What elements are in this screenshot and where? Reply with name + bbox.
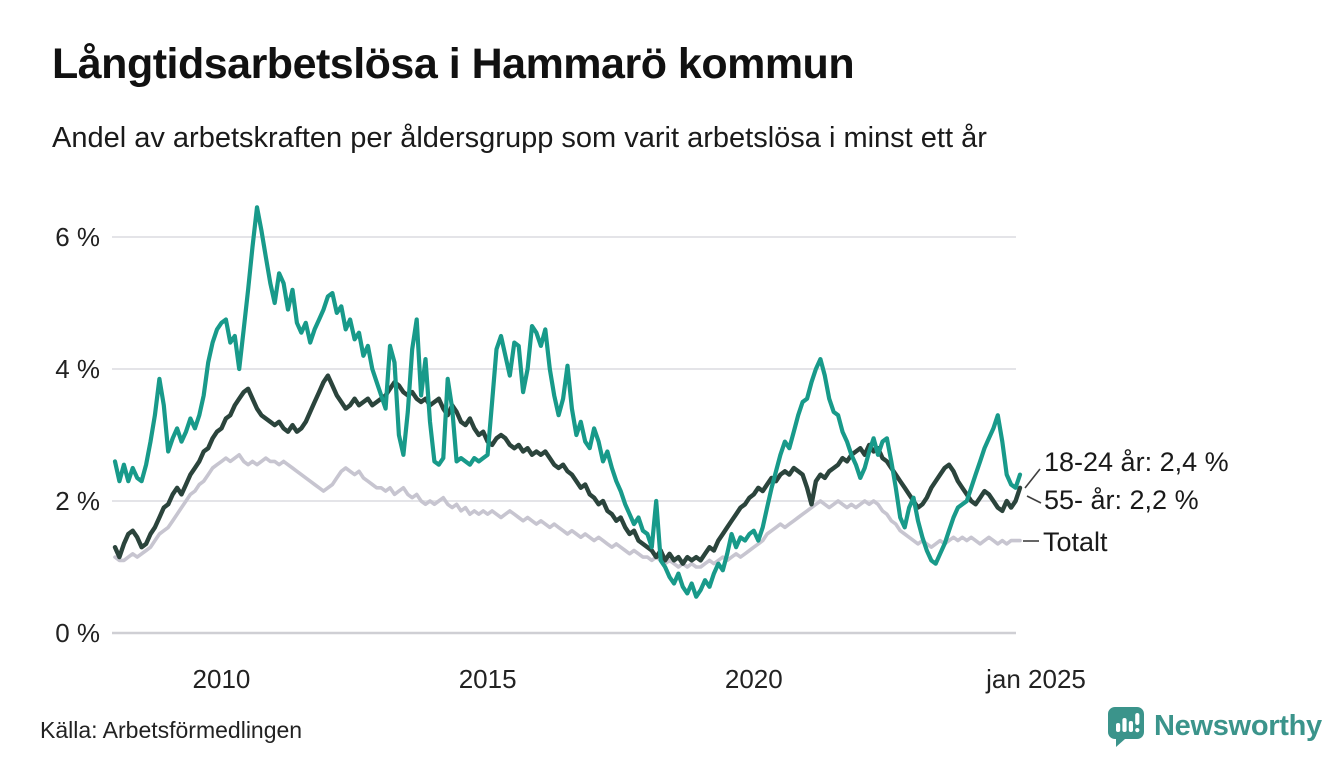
y-tick-label: 2 % <box>55 486 100 516</box>
series-line-18-24-år <box>112 205 1023 599</box>
source-note: Källa: Arbetsförmedlingen <box>40 717 303 743</box>
end-label-connector-0 <box>1024 468 1041 489</box>
series-line-totalt <box>113 452 1022 569</box>
end-label-connector-1 <box>1026 495 1042 504</box>
series-end-label-18-24: 18-24 år: 2,4 % <box>1044 447 1229 477</box>
y-tick-label: 0 % <box>55 618 100 648</box>
series-end-label-55: 55- år: 2,2 % <box>1044 485 1199 515</box>
y-tick-label: 6 % <box>55 222 100 252</box>
x-tick-label: 2010 <box>193 664 251 694</box>
y-tick-label: 4 % <box>55 354 100 384</box>
x-tick-label: jan 2025 <box>985 664 1086 694</box>
page-title: Långtidsarbetslösa i Hammarö kommun <box>52 40 855 88</box>
newsworthy-logo[interactable]: Newsworthy <box>1106 705 1322 747</box>
newsworthy-icon <box>1108 707 1144 747</box>
x-tick-label: 2015 <box>459 664 517 694</box>
series-end-label-totalt: Totalt <box>1043 527 1108 557</box>
x-tick-label: 2020 <box>725 664 783 694</box>
newsworthy-wordmark: Newsworthy <box>1154 709 1322 742</box>
page-subtitle: Andel av arbetskraften per åldersgrupp s… <box>52 122 987 154</box>
